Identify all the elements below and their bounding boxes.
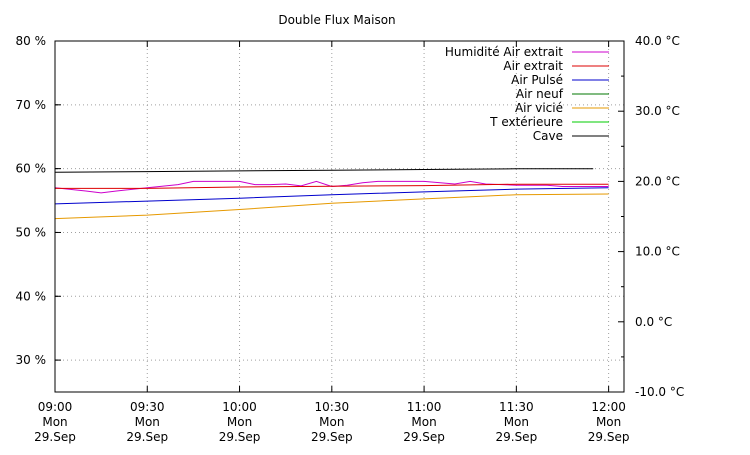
x-tick-label: Mon xyxy=(319,415,344,429)
x-tick-label: 29.Sep xyxy=(588,430,630,444)
y-right-tick-label: 40.0 °C xyxy=(635,34,680,48)
x-tick-label: 29.Sep xyxy=(126,430,168,444)
ticks-layer: 09:00Mon29.Sep09:30Mon29.Sep10:00Mon29.S… xyxy=(16,34,685,444)
x-tick-label: 29.Sep xyxy=(495,430,537,444)
x-tick-label: 10:30 xyxy=(315,400,350,414)
legend-label: Cave xyxy=(533,129,563,143)
series-line xyxy=(55,183,609,189)
x-tick-label: 09:00 xyxy=(38,400,73,414)
legend-label: Air Pulsé xyxy=(511,73,563,87)
y-right-tick-label: 0.0 °C xyxy=(635,315,672,329)
series-line xyxy=(54,187,609,205)
y-right-tick-label: -10.0 °C xyxy=(635,385,684,399)
series-line xyxy=(54,168,594,173)
x-tick-label: Mon xyxy=(504,415,529,429)
legend-label: Air vicié xyxy=(515,101,563,115)
x-tick-label: Mon xyxy=(227,415,252,429)
legend-label: Air extrait xyxy=(503,59,563,73)
x-tick-label: 10:00 xyxy=(222,400,257,414)
x-tick-label: 11:30 xyxy=(499,400,534,414)
legend-label: T extérieure xyxy=(489,115,563,129)
y-left-tick-label: 50 % xyxy=(16,225,47,239)
y-left-tick-label: 70 % xyxy=(16,98,47,112)
grid-layer xyxy=(55,41,624,392)
x-tick-label: Mon xyxy=(135,415,160,429)
x-tick-label: 29.Sep xyxy=(403,430,445,444)
x-tick-label: 29.Sep xyxy=(34,430,76,444)
chart-title: Double Flux Maison xyxy=(278,13,395,27)
y-right-tick-label: 10.0 °C xyxy=(635,245,680,259)
legend-label: Humidité Air extrait xyxy=(445,45,563,59)
x-tick-label: 29.Sep xyxy=(311,430,353,444)
x-tick-label: 11:00 xyxy=(407,400,442,414)
series-line xyxy=(54,193,609,220)
x-tick-label: Mon xyxy=(411,415,436,429)
y-left-tick-label: 30 % xyxy=(16,353,47,367)
y-right-tick-label: 20.0 °C xyxy=(635,174,680,188)
series-layer xyxy=(54,168,609,220)
y-left-tick-label: 60 % xyxy=(16,162,47,176)
x-tick-label: Mon xyxy=(42,415,67,429)
legend-label: Air neuf xyxy=(516,87,564,101)
series-line xyxy=(54,180,609,194)
x-tick-label: Mon xyxy=(596,415,621,429)
x-tick-label: 29.Sep xyxy=(219,430,261,444)
x-tick-label: 12:00 xyxy=(591,400,626,414)
y-right-tick-label: 30.0 °C xyxy=(635,104,680,118)
y-left-tick-label: 40 % xyxy=(16,289,47,303)
y-left-tick-label: 80 % xyxy=(16,34,47,48)
x-tick-label: 09:30 xyxy=(130,400,165,414)
